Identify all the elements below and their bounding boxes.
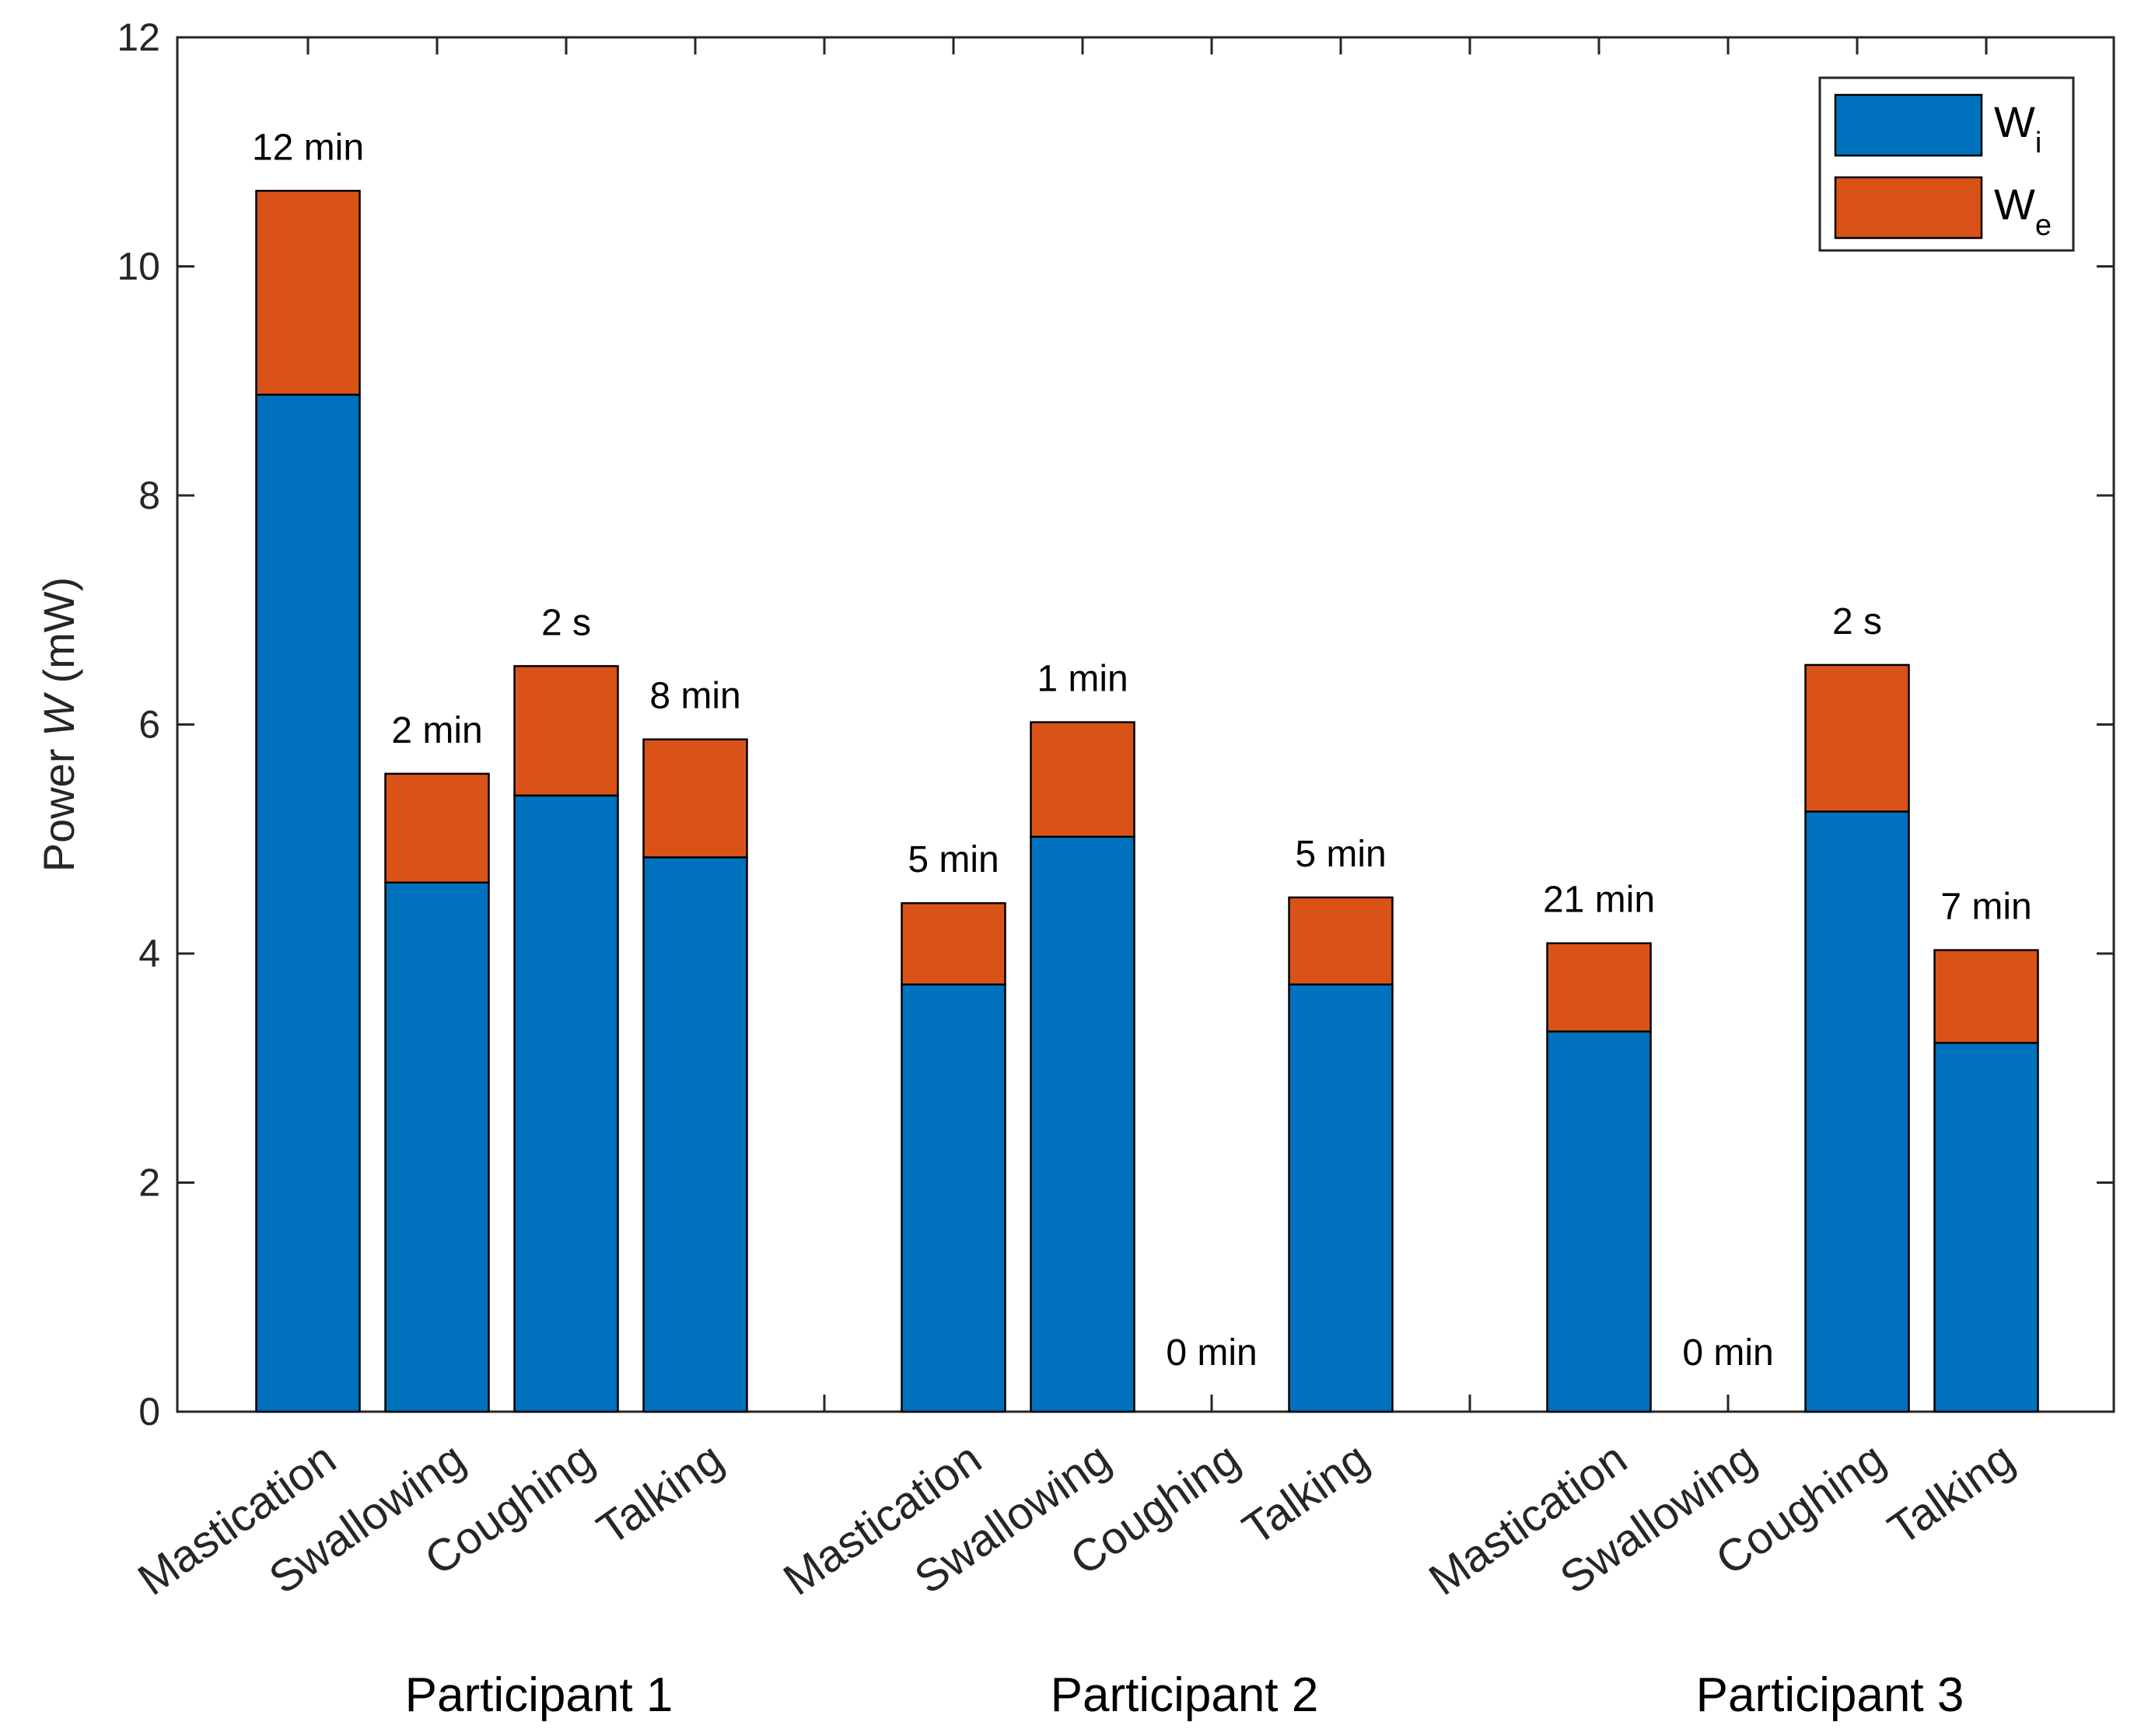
bar-wi (1546, 1030, 1652, 1413)
bar-wi (1288, 983, 1394, 1413)
bar-wi (1030, 835, 1135, 1413)
bar-we (1288, 896, 1394, 986)
category-label: Talking (1233, 1433, 1377, 1555)
duration-label: 5 min (1295, 834, 1386, 875)
bar-wi (513, 794, 619, 1413)
legend-swatch (1834, 93, 1983, 157)
category-label: Talking (1879, 1433, 2023, 1555)
bar-we (1933, 949, 2039, 1045)
y-tick-label: 6 (138, 703, 160, 747)
bar-wi (642, 856, 748, 1413)
bar-wi (1933, 1041, 2039, 1413)
bar-we (1804, 663, 1910, 813)
duration-label: 2 min (391, 710, 482, 751)
bar-wi (255, 394, 361, 1413)
bar-we (901, 901, 1006, 986)
bar-we (642, 738, 748, 859)
y-tick-label: 2 (138, 1161, 160, 1205)
duration-label: 12 min (252, 127, 364, 168)
duration-label: 0 min (1682, 1332, 1773, 1374)
y-tick-label: 4 (138, 932, 160, 975)
duration-label: 5 min (908, 839, 999, 880)
group-label: Participant 3 (1696, 1668, 1964, 1722)
y-tick-label: 8 (138, 474, 160, 517)
group-label: Participant 1 (405, 1668, 673, 1722)
legend-swatch (1834, 176, 1983, 240)
bar-wi (384, 881, 490, 1413)
duration-label: 7 min (1940, 887, 2031, 928)
bar-we (384, 772, 490, 884)
group-label: Participant 2 (1051, 1668, 1319, 1722)
bar-we (513, 665, 619, 797)
legend: Wi We (1818, 76, 2075, 252)
bar-we (1546, 942, 1652, 1033)
duration-label: 1 min (1037, 659, 1128, 700)
category-label: Talking (588, 1433, 732, 1555)
legend-label: We (1994, 180, 2052, 242)
duration-label: 21 min (1543, 880, 1655, 921)
bar-we (255, 190, 361, 396)
bar-wi (1804, 810, 1910, 1413)
duration-label: 2 s (1832, 601, 1882, 642)
bar-we (1030, 721, 1135, 838)
legend-label: Wi (1994, 97, 2041, 159)
bar-wi (901, 983, 1006, 1413)
y-tick-label: 12 (117, 16, 160, 59)
y-tick-label: 0 (138, 1390, 160, 1433)
duration-label: 8 min (649, 676, 740, 717)
duration-label: 2 s (541, 602, 591, 643)
duration-label: 0 min (1166, 1332, 1257, 1374)
y-axis-title: Power W (mW) (34, 577, 83, 873)
y-tick-label: 10 (117, 245, 160, 289)
